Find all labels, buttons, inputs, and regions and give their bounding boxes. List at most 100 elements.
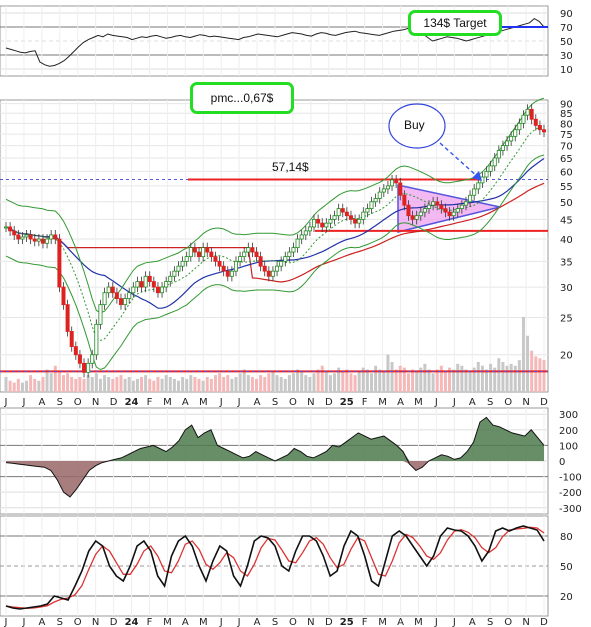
candle-body (472, 188, 477, 196)
month-label: 24 (125, 617, 139, 627)
volume-bar (144, 375, 148, 392)
volume-bar (74, 378, 78, 392)
month-label: A (469, 617, 476, 627)
month-label: A (38, 397, 45, 408)
month-label: D (540, 397, 548, 408)
month-label: J (21, 397, 25, 408)
volume-bar (476, 362, 480, 392)
candle-body (213, 256, 218, 262)
candle-body (398, 182, 403, 196)
candle-body (303, 230, 308, 236)
month-label: N (92, 617, 99, 627)
candle-body (188, 247, 193, 258)
volume-bar (320, 365, 324, 392)
volume-bar (90, 377, 94, 392)
price-tick-label: 80 (560, 119, 573, 130)
rsi-tick-label: 50 (560, 37, 573, 48)
candle-body (102, 292, 107, 306)
candle-body (184, 256, 189, 262)
candle-body (414, 215, 419, 220)
candle-body (73, 346, 78, 356)
candle-body (49, 234, 54, 240)
month-label: M (163, 617, 172, 627)
candle-body (307, 226, 312, 232)
month-label: A (254, 617, 261, 627)
candle-body (176, 265, 181, 272)
volume-bar (308, 377, 312, 392)
month-label: F (147, 397, 153, 408)
rsi-tick-label: 30 (560, 51, 573, 62)
stochastic-lines (5, 525, 545, 610)
month-label: S (487, 397, 493, 408)
volume-bar (279, 377, 283, 392)
candle-body (94, 323, 99, 356)
candle-body (266, 270, 271, 277)
volume-bar (328, 375, 332, 392)
volume-bar (374, 365, 378, 392)
candle-body (373, 198, 378, 203)
month-label: A (254, 397, 261, 408)
candle-body (422, 208, 427, 213)
candle-body (542, 129, 547, 133)
candle-body (500, 145, 505, 151)
rsi-tick-label: 10 (560, 65, 573, 76)
month-labels-price: J J A S O N D 24 F M A M J J A S O N D 25 F M A M J J A S O N D (4, 397, 549, 408)
month-label: A (182, 617, 189, 627)
candle-body (12, 230, 17, 236)
volume-bar (324, 371, 328, 392)
month-label: 24 (125, 397, 139, 408)
candle-body (106, 286, 111, 294)
month-label: J (434, 617, 438, 627)
candle-body (283, 256, 288, 262)
macd-histogram (5, 416, 545, 498)
volume-bar (337, 367, 341, 392)
volume-bar (349, 373, 353, 392)
price-tick-label: 60 (560, 167, 573, 178)
candle-body (451, 211, 456, 217)
volume-bar (501, 362, 505, 392)
candle-body (336, 208, 341, 217)
candle-body (320, 222, 325, 228)
volume-bar (267, 373, 271, 392)
volume-bar (53, 365, 57, 392)
month-label: M (378, 617, 387, 627)
candle-body (316, 218, 321, 224)
volume-bar (448, 367, 452, 392)
volume-bar (419, 367, 423, 392)
volume-bar (115, 377, 119, 392)
volume-bar (513, 365, 517, 392)
macd-tick-label: -100 (559, 473, 582, 484)
candle-body (533, 118, 538, 126)
candle-body (509, 135, 514, 142)
candle-body (209, 251, 214, 258)
candle-body (8, 226, 13, 232)
candle-body (135, 281, 140, 288)
month-label: J (4, 617, 8, 627)
volume-bar (185, 378, 189, 392)
candle-body (410, 215, 415, 220)
price-tick-label: 75 (560, 130, 573, 141)
candle-body (69, 331, 74, 348)
volume-bar (189, 375, 193, 392)
candle-body (270, 270, 275, 277)
month-label: M (199, 397, 208, 408)
volume-bar (402, 367, 406, 392)
month-label: F (362, 397, 368, 408)
candle-body (529, 108, 534, 120)
candle-body (168, 275, 173, 282)
candle-body (98, 304, 103, 325)
macd-tick-label: -300 (559, 504, 582, 515)
volume-bar (259, 375, 263, 392)
volume-bar (452, 369, 456, 392)
rsi-target-box: 134$ Target (408, 10, 502, 36)
candle-body (114, 292, 119, 299)
month-label: O (504, 617, 512, 627)
volume-bar (509, 363, 513, 392)
volume-bar (218, 373, 222, 392)
candle-body (381, 188, 386, 193)
candle-body (197, 251, 202, 258)
candle-body (357, 218, 362, 224)
volume-bar (378, 369, 382, 392)
candle-body (443, 208, 448, 213)
candle-body (221, 265, 226, 272)
